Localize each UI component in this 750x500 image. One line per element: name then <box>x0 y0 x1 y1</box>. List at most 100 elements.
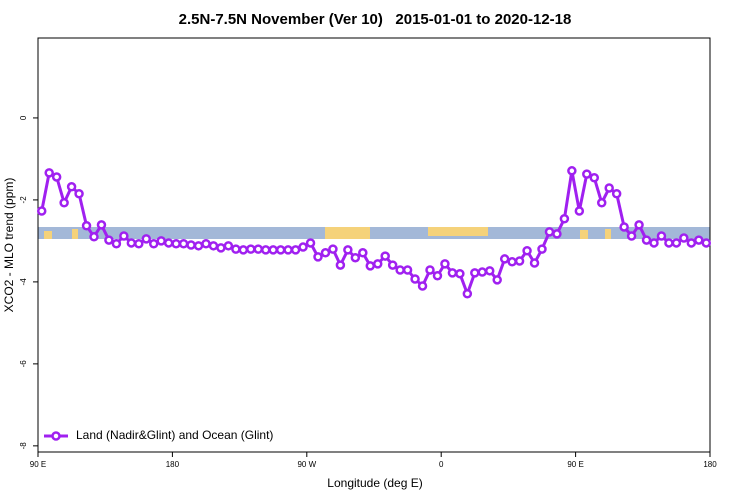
point <box>186 240 196 250</box>
point <box>410 274 420 284</box>
point <box>66 182 77 192</box>
point <box>649 238 659 248</box>
point <box>328 244 338 254</box>
point <box>470 268 480 278</box>
point <box>335 260 346 270</box>
point <box>193 241 204 251</box>
point <box>216 243 226 253</box>
point <box>260 245 271 255</box>
point <box>514 256 525 266</box>
point <box>656 231 667 241</box>
point <box>604 183 614 193</box>
point <box>268 245 278 255</box>
y-tick-label: -2 <box>19 196 28 204</box>
point <box>372 259 383 269</box>
point <box>141 234 152 244</box>
point <box>425 265 435 275</box>
point <box>387 260 398 270</box>
y-tick-label: -6 <box>19 360 28 368</box>
point <box>447 268 458 278</box>
point <box>671 238 682 248</box>
x-tick-label: 180 <box>703 460 717 469</box>
point <box>81 220 92 231</box>
point <box>567 166 577 176</box>
point <box>686 238 697 248</box>
point <box>626 231 637 241</box>
point <box>537 244 547 254</box>
x-tick-label: 90 E <box>30 460 46 469</box>
point <box>44 168 54 178</box>
point <box>492 275 502 285</box>
point <box>559 214 570 224</box>
point <box>641 235 652 245</box>
point <box>104 235 114 245</box>
point <box>402 265 413 275</box>
x-tick-label: 90 E <box>567 460 583 469</box>
point <box>313 252 323 262</box>
chart-title: 2.5N-7.5N November (Ver 10) 2015-01-01 t… <box>179 11 572 28</box>
point <box>522 245 532 256</box>
legend-marker <box>51 431 61 441</box>
point <box>395 265 405 275</box>
point <box>455 268 465 279</box>
point <box>611 189 622 199</box>
point <box>544 227 555 237</box>
point <box>305 238 316 248</box>
point <box>59 198 69 208</box>
point <box>679 233 689 243</box>
point <box>223 241 234 251</box>
point <box>499 254 510 264</box>
point <box>171 239 181 249</box>
point <box>462 289 473 299</box>
point <box>574 206 585 216</box>
point <box>507 257 517 267</box>
point <box>36 206 47 216</box>
x-tick-label: 180 <box>166 460 180 469</box>
point <box>246 244 256 254</box>
point <box>231 244 241 254</box>
point <box>552 229 562 239</box>
y-tick-label: 0 <box>19 115 28 120</box>
point <box>596 198 607 208</box>
map-strip <box>38 227 710 239</box>
y-tick-label: -4 <box>19 278 28 286</box>
legend-label: Land (Nadir&Glint) and Ocean (Glint) <box>76 428 273 442</box>
point <box>126 238 137 248</box>
point <box>432 270 443 281</box>
point <box>283 245 293 255</box>
point <box>96 220 107 230</box>
point <box>111 239 122 249</box>
point <box>358 248 368 258</box>
point <box>664 238 674 248</box>
point <box>253 244 264 254</box>
point <box>477 267 488 277</box>
point <box>156 236 166 246</box>
point <box>178 239 189 249</box>
point <box>694 235 704 245</box>
point <box>380 251 390 261</box>
point <box>484 266 495 276</box>
point <box>119 231 129 241</box>
point <box>208 241 219 251</box>
point <box>529 258 540 268</box>
point <box>74 189 84 199</box>
x-tick-label: 90 W <box>297 460 316 469</box>
point <box>701 238 712 248</box>
point <box>343 245 353 255</box>
y-axis-label: XCO2 - MLO trend (ppm) <box>2 178 16 313</box>
point <box>148 239 159 249</box>
point <box>320 248 331 258</box>
point <box>298 242 308 252</box>
x-tick-label: 0 <box>439 460 444 469</box>
point <box>440 259 450 269</box>
point <box>634 220 644 230</box>
point <box>365 261 376 271</box>
point <box>134 239 144 249</box>
point <box>89 232 99 242</box>
point <box>350 252 361 263</box>
point <box>417 281 428 291</box>
point <box>201 239 211 249</box>
point <box>163 238 174 248</box>
point <box>589 173 600 183</box>
